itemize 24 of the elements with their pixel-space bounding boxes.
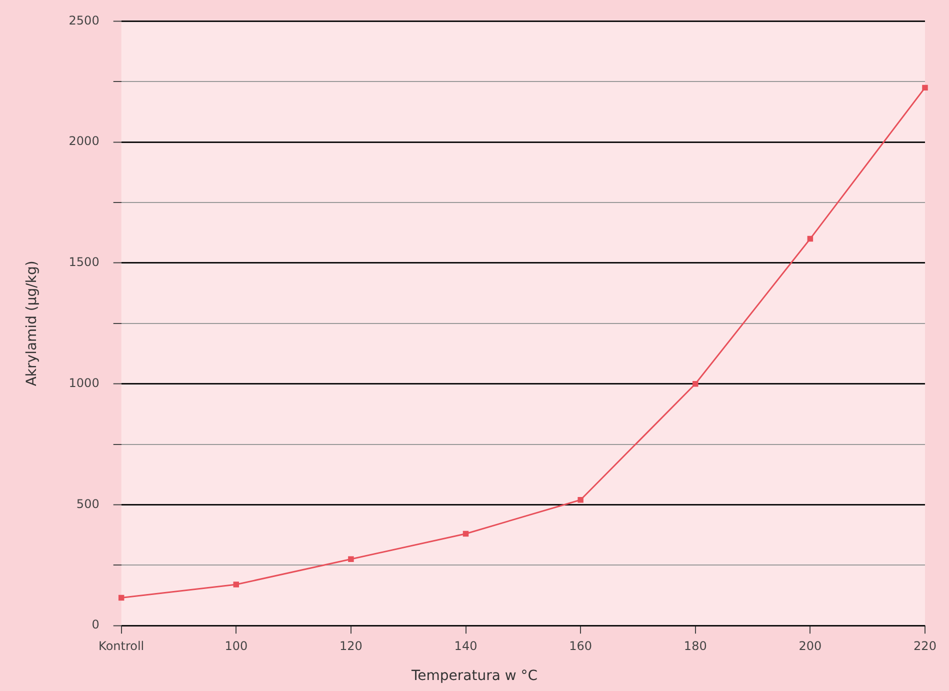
- y-tick-label: 2000: [68, 134, 100, 148]
- point: [922, 84, 928, 91]
- x-tick-label: 200: [798, 638, 822, 653]
- y-tick-label: 500: [76, 496, 100, 511]
- point: [233, 582, 240, 588]
- x-axis-title: Temperatura w °C: [410, 668, 539, 684]
- x-tick-label: 160: [569, 638, 592, 653]
- x-tick-label: 120: [340, 638, 362, 653]
- x-tick-label: Kontroll: [98, 638, 144, 653]
- x-tick-label: 220: [914, 638, 936, 653]
- point: [348, 556, 354, 562]
- y-tick-label: 2500: [68, 13, 100, 28]
- x-tick-label: 140: [454, 638, 478, 653]
- y-tick-label: 0: [92, 618, 100, 632]
- point: [578, 497, 584, 503]
- point: [462, 530, 469, 537]
- point: [118, 594, 124, 601]
- y-axis-title: Akrylamid (µg/kg): [24, 260, 40, 386]
- x-tick-label: 100: [224, 638, 248, 653]
- point: [807, 236, 814, 242]
- x-tick-label: 180: [684, 638, 707, 653]
- y-tick-label: 1500: [68, 255, 100, 270]
- y-tick-label: 1000: [68, 376, 100, 390]
- point: [692, 380, 698, 387]
